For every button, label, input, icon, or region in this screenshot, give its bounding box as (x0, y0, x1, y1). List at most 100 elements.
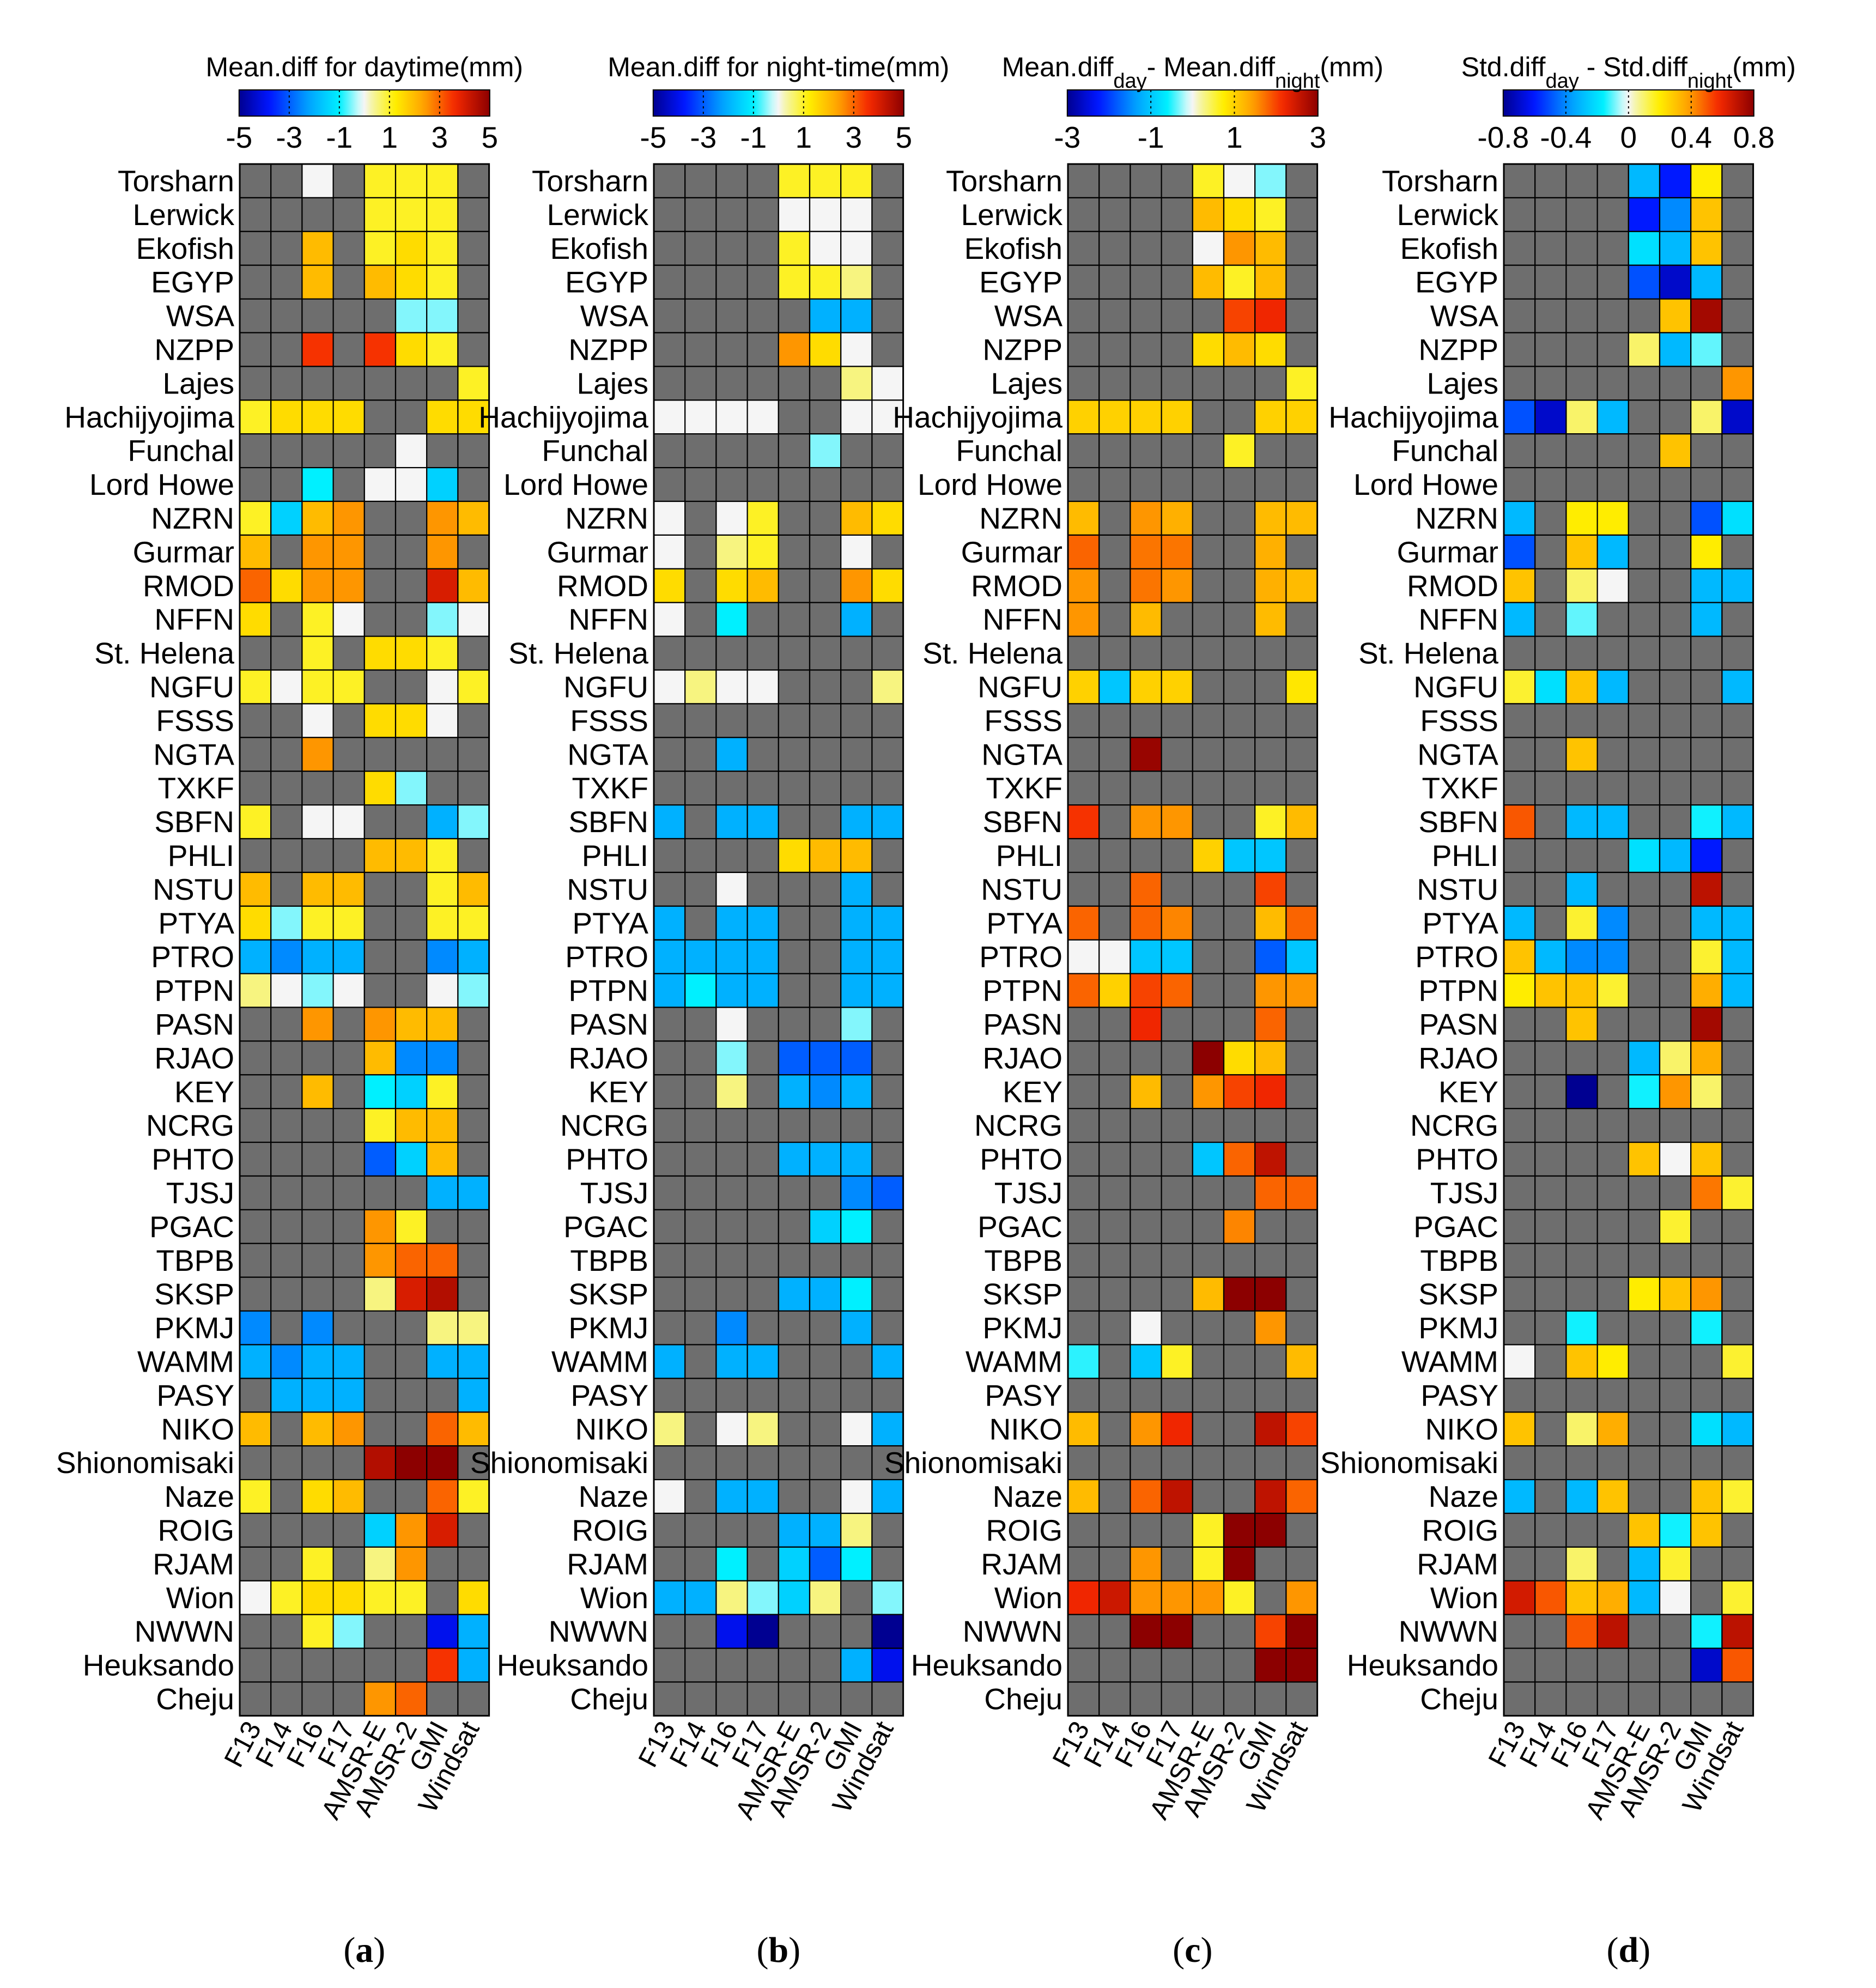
panel-d-cell-NGFU-F13 (1503, 669, 1536, 705)
panel-d-cell-PTPN-F14 (1534, 973, 1567, 1008)
panel-d-row-label: RJAO (1418, 1041, 1498, 1075)
panel-c-cell-NSTU-AMSR-E (1192, 871, 1225, 907)
panel-c-cell-PTRO-AMSR-E (1192, 939, 1225, 974)
panel-b-cell-SBFN-AMSR-E (778, 804, 811, 840)
panel-b-cell-Funchal-F13 (653, 433, 686, 469)
panel-b-row-label: RMOD (557, 569, 648, 603)
panel-d-cell-WAMM-F17 (1596, 1344, 1629, 1379)
panel-c-cell-Lerwick-GMI (1254, 197, 1287, 232)
panel-d-cell-WAMM-Windsat (1721, 1344, 1754, 1379)
panel-a-cell-Gurmar-F13 (239, 534, 272, 569)
panel-a-cell-Lajes-F13 (239, 366, 272, 401)
panel-d-row-label: SBFN (1418, 805, 1498, 839)
panel-a-row-label: St. Helena (94, 637, 234, 670)
panel-c-cell-Lajes-GMI (1254, 366, 1287, 401)
panel-b-cell-Heuksando-F16 (715, 1647, 748, 1683)
panel-c-cell-RJAM-F17 (1161, 1546, 1193, 1581)
panel-d-row-label: Funchal (1392, 434, 1498, 468)
panel-a-row-label: Wion (166, 1581, 234, 1615)
panel-b-cell-Shionomisaki-Windsat (871, 1445, 904, 1481)
panel-b-cell-NSTU-GMI (840, 871, 873, 907)
panel-a-row-label: PTRO (151, 940, 234, 974)
panel-c-cell-PGAC-F13 (1067, 1209, 1100, 1244)
panel-b-cell-Cheju-F17 (746, 1681, 779, 1717)
panel-c-cell-PTYA-F16 (1130, 905, 1162, 941)
panel-c-cell-PASY-F17 (1161, 1378, 1193, 1413)
panel-d-cell-NCRG-Windsat (1721, 1108, 1754, 1143)
panel-a-cell-SBFN-F17 (332, 804, 365, 840)
panel-a-cell-FSSS-F17 (332, 703, 365, 738)
panel-d-cell-Ekofish-F16 (1565, 231, 1598, 266)
panel-a-cell-NZPP-Windsat (457, 332, 490, 367)
panel-a-colorbar-title-part: Mean.diff for daytime(mm) (206, 52, 524, 82)
panel-b-cell-Cheju-F14 (684, 1681, 717, 1717)
panel-d-cell-PKMJ-GMI (1690, 1310, 1723, 1345)
panel-c-cell-RJAO-F14 (1098, 1040, 1131, 1076)
panel-a-cell-St. Helena-F17 (332, 635, 365, 671)
panel-c-cell-EGYP-F17 (1161, 264, 1193, 300)
panel-c-cell-PTPN-Windsat (1285, 973, 1318, 1008)
panel-d-cell-PTYA-F14 (1534, 905, 1567, 941)
panel-c-cell-EGYP-AMSR-2 (1223, 264, 1256, 300)
panel-a-cell-FSSS-Windsat (457, 703, 490, 738)
panel-c-cell-NGTA-Windsat (1285, 737, 1318, 772)
panel-d-cell-NIKO-AMSR-E (1628, 1411, 1661, 1447)
panel-c-cell-EGYP-F16 (1130, 264, 1162, 300)
panel-a-cell-PTRO-F13 (239, 939, 272, 974)
panel-a-cell-SBFN-GMI (426, 804, 459, 840)
panel-d-cell-Shionomisaki-F13 (1503, 1445, 1536, 1481)
panel-a-row-label: WSA (166, 299, 235, 333)
panel-a-cell-NSTU-GMI (426, 871, 459, 907)
panel-a-cell-TJSJ-Windsat (457, 1175, 490, 1211)
panel-d-cell-PTPN-GMI (1690, 973, 1723, 1008)
panel-b-cell-Hachijyojima-AMSR-E (778, 399, 811, 435)
panel-a-cell-St. Helena-F16 (301, 635, 334, 671)
panel-b-cell-NGFU-GMI (840, 669, 873, 705)
panel-c-cell-NGFU-F14 (1098, 669, 1131, 705)
panel-a-row-label: SKSP (154, 1277, 234, 1311)
panel-d-cell-ROIG-AMSR-2 (1659, 1512, 1692, 1548)
panel-c-cell-Ekofish-F16 (1130, 231, 1162, 266)
panel-a-cell-TXKF-AMSR-2 (394, 771, 428, 806)
panel-a-cell-PKMJ-F13 (239, 1310, 272, 1345)
panel-b-cell-PTRO-F13 (653, 939, 686, 974)
panel-b-cell-NZPP-F16 (715, 332, 748, 367)
panel-a-cell-NZRN-Windsat (457, 500, 490, 536)
panel-c-cell-NFFN-F13 (1067, 602, 1100, 637)
panel-d-cell-PTYA-F16 (1565, 905, 1598, 941)
panel-b-cell-TJSJ-AMSR-E (778, 1175, 811, 1211)
panel-b-cell-WSA-F17 (746, 298, 779, 334)
panel-a-cell-Lerwick-AMSR-2 (394, 197, 428, 232)
panel-a-cell-WSA-AMSR-2 (394, 298, 428, 334)
panel-c-row-label: PGAC (978, 1210, 1063, 1244)
panel-c-cell-Cheju-F17 (1161, 1681, 1193, 1717)
panel-a-cell-NWWN-GMI (426, 1614, 459, 1649)
panel-b-cell-FSSS-Windsat (871, 703, 904, 738)
panel-c-cell-PASN-GMI (1254, 1007, 1287, 1042)
panel-d-cell-Cheju-Windsat (1721, 1681, 1754, 1717)
panel-a-row-label: Lerwick (133, 198, 235, 232)
panel-d-cell-RMOD-F13 (1503, 568, 1536, 603)
panel-b-cell-WSA-AMSR-E (778, 298, 811, 334)
panel-d-cell-NGTA-GMI (1690, 737, 1723, 772)
panel-c-cell-Lord Howe-GMI (1254, 466, 1287, 502)
panel-b-cell-Heuksando-GMI (840, 1647, 873, 1683)
panel-b-cell-PHTO-F13 (653, 1142, 686, 1177)
panel-b-row-label: RJAM (567, 1547, 648, 1581)
panel-b-cell-PGAC-F16 (715, 1209, 748, 1244)
panel-d-cell-PHLI-AMSR-2 (1659, 838, 1692, 874)
panel-b-cell-PTRO-AMSR-E (778, 939, 811, 974)
panel-a-cell-PHLI-F13 (239, 838, 272, 874)
panel-b-cell-Gurmar-GMI (840, 534, 873, 569)
panel-b-cell-NFFN-Windsat (871, 602, 904, 637)
panel-d-cell-SBFN-Windsat (1721, 804, 1754, 840)
panel-a-row-label: RMOD (143, 569, 234, 603)
panel-d-cell-EGYP-AMSR-2 (1659, 264, 1692, 300)
panel-b-row-label: PGAC (563, 1210, 648, 1244)
panel-a-cell-TJSJ-AMSR-2 (394, 1175, 428, 1211)
panel-b-row-label: Lajes (577, 366, 648, 400)
panel-b-cell-RMOD-AMSR-2 (809, 568, 842, 603)
panel-a-cell-St. Helena-Windsat (457, 635, 490, 671)
panel-d-row-label: Naze (1429, 1480, 1498, 1513)
panel-a-cell-FSSS-AMSR-E (363, 703, 397, 738)
